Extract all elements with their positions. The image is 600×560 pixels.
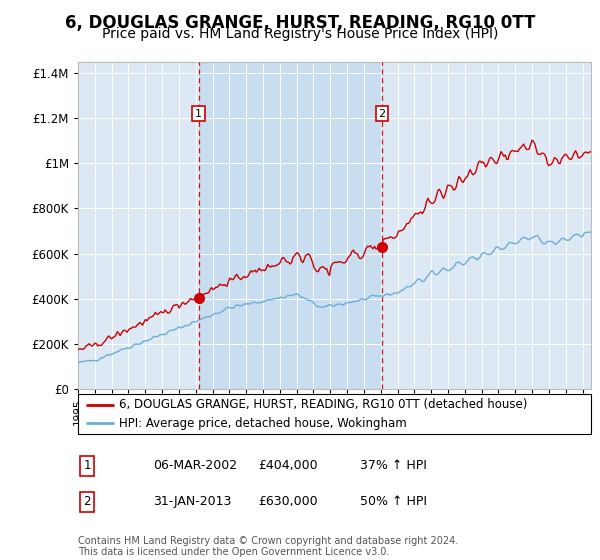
- Text: £630,000: £630,000: [258, 495, 317, 508]
- Text: £404,000: £404,000: [258, 459, 317, 473]
- Text: 6, DOUGLAS GRANGE, HURST, READING, RG10 0TT (detached house): 6, DOUGLAS GRANGE, HURST, READING, RG10 …: [119, 398, 527, 411]
- Text: Price paid vs. HM Land Registry's House Price Index (HPI): Price paid vs. HM Land Registry's House …: [102, 27, 498, 41]
- Text: 2: 2: [379, 109, 386, 119]
- Text: 1: 1: [83, 459, 91, 473]
- Text: 31-JAN-2013: 31-JAN-2013: [153, 495, 232, 508]
- FancyBboxPatch shape: [78, 394, 591, 434]
- Text: 50% ↑ HPI: 50% ↑ HPI: [360, 495, 427, 508]
- Text: 06-MAR-2002: 06-MAR-2002: [153, 459, 237, 473]
- Bar: [199, 62, 382, 389]
- Text: 37% ↑ HPI: 37% ↑ HPI: [360, 459, 427, 473]
- Text: 1: 1: [195, 109, 202, 119]
- Text: HPI: Average price, detached house, Wokingham: HPI: Average price, detached house, Woki…: [119, 417, 407, 430]
- Text: Contains HM Land Registry data © Crown copyright and database right 2024.
This d: Contains HM Land Registry data © Crown c…: [78, 535, 458, 557]
- Text: 2: 2: [83, 495, 91, 508]
- Text: 6, DOUGLAS GRANGE, HURST, READING, RG10 0TT: 6, DOUGLAS GRANGE, HURST, READING, RG10 …: [65, 14, 535, 32]
